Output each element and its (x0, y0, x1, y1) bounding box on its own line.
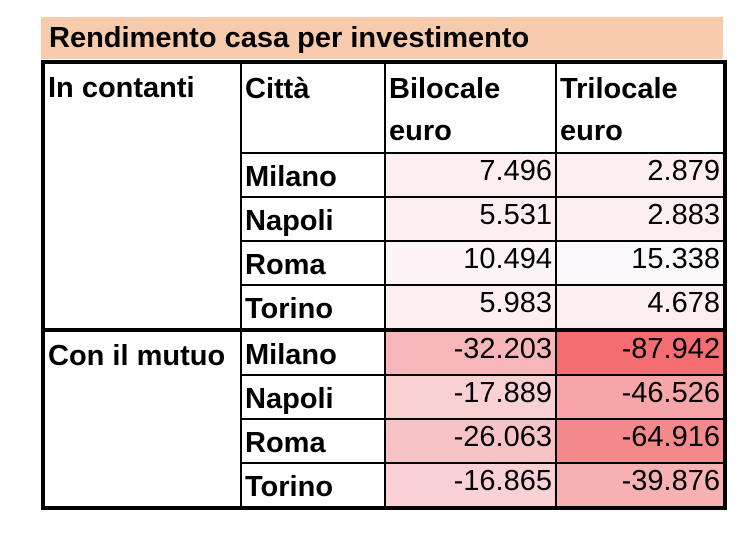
table-row: Con il mutuo Milano -32.203 -87.942 (42, 328, 726, 509)
group-label-mortgage: Con il mutuo (42, 328, 242, 509)
table-row: Napoli -17.889 -46.526 (43, 374, 726, 420)
bilocale-cell: 5.983 (384, 284, 557, 331)
trilocale-cell: 4.678 (555, 284, 726, 331)
table-row: Napoli 5.531 2.883 (43, 196, 726, 242)
trilocale-cell: 2.879 (555, 152, 726, 198)
returns-table: In contanti Città Bilocale euro Trilocal… (41, 60, 727, 510)
city-cell: Napoli (240, 374, 386, 420)
city-cell: Torino (240, 284, 386, 331)
bilocale-cell: 7.496 (384, 152, 557, 198)
table-title: Rendimento casa per investimento (41, 17, 723, 59)
table-row: Torino -16.865 -39.876 (43, 462, 726, 509)
table-row: Roma 10.494 15.338 (43, 240, 726, 286)
bilocale-cell: -17.889 (384, 374, 557, 420)
trilocale-cell: -46.526 (555, 374, 726, 420)
header-row: In contanti Città Bilocale euro Trilocal… (42, 61, 726, 331)
header-bilocale: Bilocale euro (384, 61, 557, 154)
city-cell: Roma (240, 240, 386, 286)
trilocale-cell: 15.338 (555, 240, 726, 286)
table-row: Torino 5.983 4.678 (43, 284, 726, 331)
bilocale-cell: -16.865 (384, 462, 557, 509)
city-cell: Roma (240, 418, 386, 464)
trilocale-cell: -64.916 (555, 418, 726, 464)
city-cell: Napoli (240, 196, 386, 242)
trilocale-cell: -39.876 (555, 462, 726, 509)
group-label-cash: In contanti (42, 61, 242, 331)
city-cell: Torino (240, 462, 386, 509)
trilocale-cell: 2.883 (555, 196, 726, 242)
bilocale-cell: 10.494 (384, 240, 557, 286)
bilocale-cell: -32.203 (384, 328, 557, 376)
header-trilocale: Trilocale euro (555, 61, 726, 154)
trilocale-cell: -87.942 (555, 328, 726, 376)
city-cell: Milano (240, 152, 386, 198)
header-city: Città (240, 61, 386, 154)
bilocale-cell: 5.531 (384, 196, 557, 242)
table-row: Roma -26.063 -64.916 (43, 418, 726, 464)
city-cell: Milano (240, 328, 386, 376)
bilocale-cell: -26.063 (384, 418, 557, 464)
table-row: Milano 7.496 2.879 (43, 152, 726, 198)
